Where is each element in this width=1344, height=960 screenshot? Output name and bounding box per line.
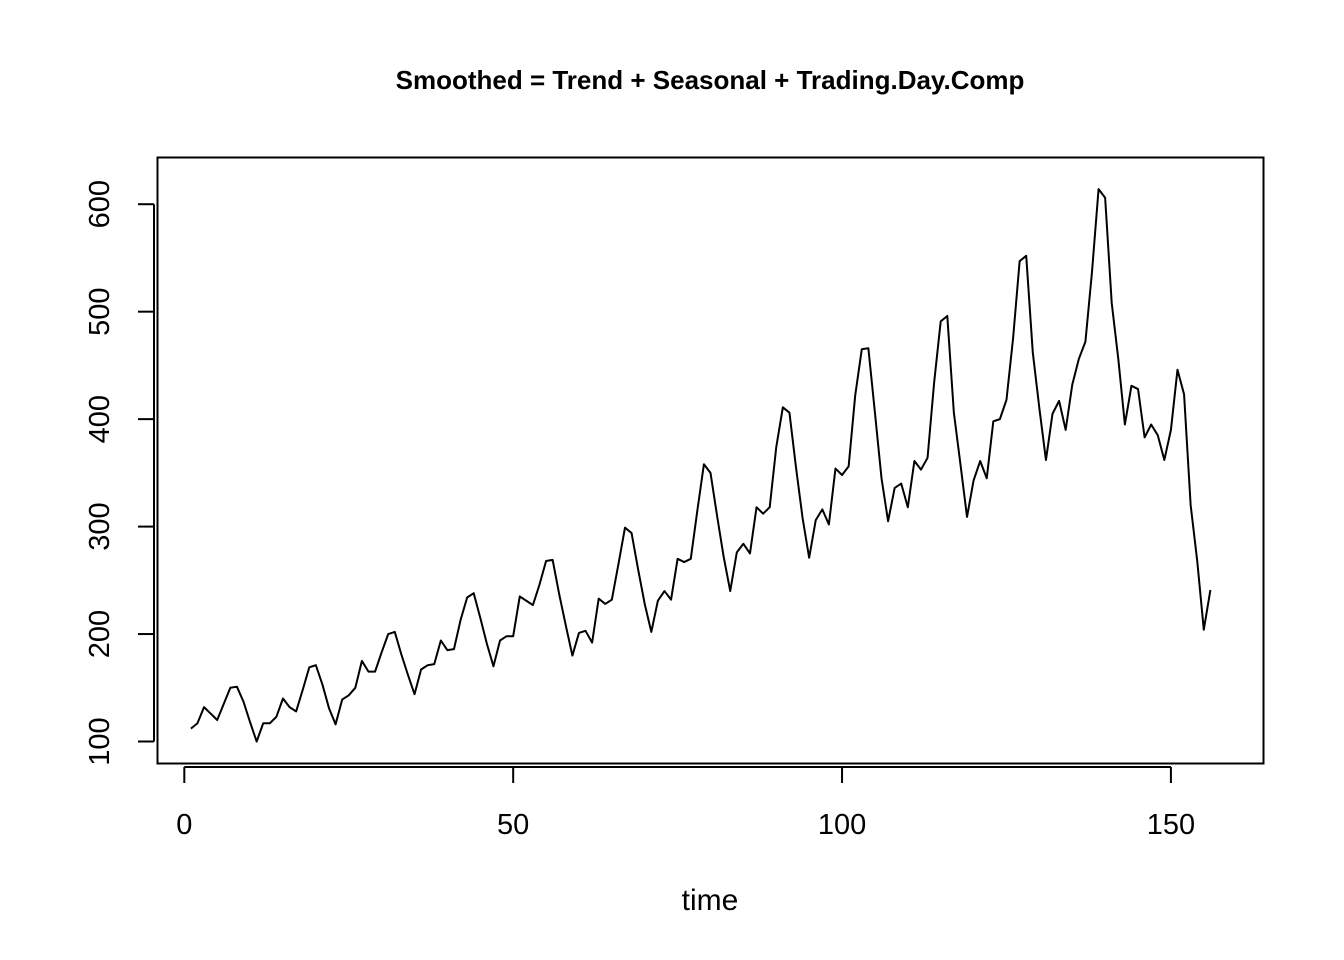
x-tick-label: 50 — [497, 809, 529, 841]
x-tick-label: 100 — [818, 809, 866, 841]
y-tick-label: 500 — [84, 287, 116, 335]
y-tick-label: 600 — [84, 180, 116, 228]
plot-frame — [156, 156, 1265, 765]
chart-title: Smoothed = Trend + Seasonal + Trading.Da… — [396, 65, 1025, 95]
x-axis: 0 50 100 150 — [176, 766, 1195, 841]
x-axis-title: time — [682, 884, 739, 917]
x-tick-label: 0 — [176, 809, 192, 841]
series-line — [190, 188, 1212, 743]
y-tick-label: 200 — [84, 610, 116, 658]
data-points — [190, 188, 1211, 742]
y-axis: 100 200 300 400 500 600 — [84, 180, 155, 766]
y-tick-label: 100 — [84, 717, 116, 765]
y-tick-label: 300 — [84, 502, 116, 550]
x-tick-label: 150 — [1147, 809, 1195, 841]
y-tick-label: 400 — [84, 395, 116, 443]
